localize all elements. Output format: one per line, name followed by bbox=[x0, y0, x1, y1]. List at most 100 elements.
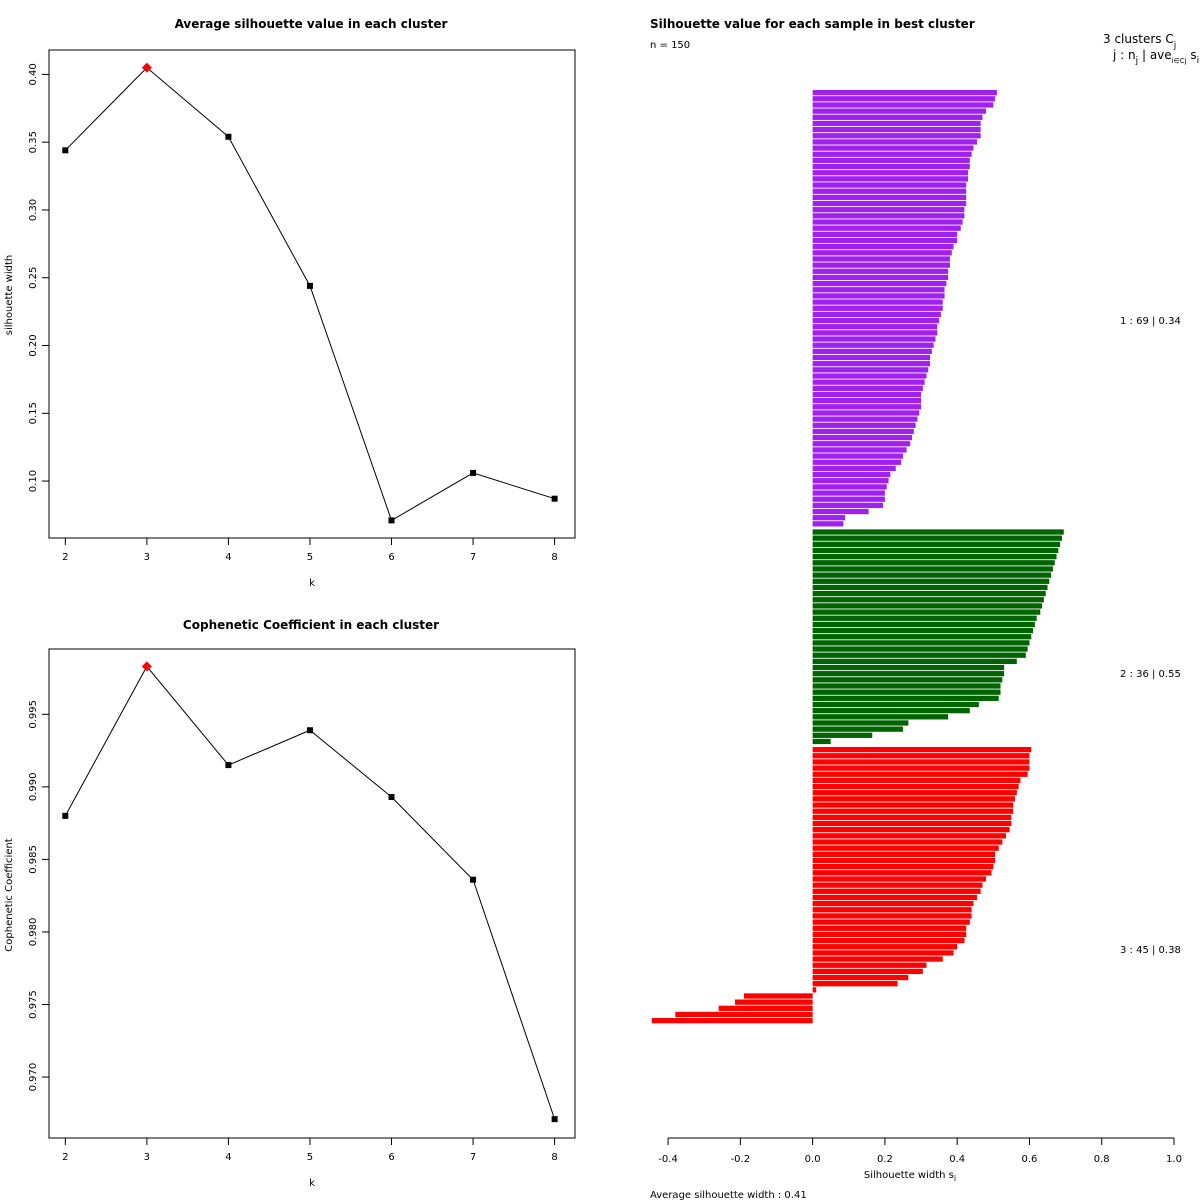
cluster-label: 1 : 69 | 0.34 bbox=[1120, 316, 1181, 327]
plot-frame bbox=[48, 648, 576, 1139]
silhouette-bar bbox=[812, 950, 954, 956]
silhouette-bar bbox=[812, 554, 1057, 560]
silhouette-bar bbox=[812, 876, 987, 882]
series-line bbox=[64, 665, 556, 1120]
silhouette-bar bbox=[812, 572, 1052, 578]
silhouette-bar bbox=[812, 126, 981, 133]
silhouette-bar bbox=[812, 547, 1059, 554]
silhouette-bar bbox=[812, 324, 938, 330]
legend-header-columns: j : nj | avei∈Cj si bbox=[1112, 48, 1199, 66]
silhouette-bar bbox=[812, 410, 920, 416]
silhouette-bar bbox=[812, 634, 1032, 640]
chart-title: Silhouette value for each sample in best… bbox=[650, 17, 975, 31]
silhouette-bar bbox=[812, 200, 967, 207]
y-tick-label: 0.40 bbox=[28, 63, 39, 85]
silhouette-bar bbox=[812, 188, 967, 194]
silhouette-bar bbox=[812, 465, 896, 472]
silhouette-bar bbox=[812, 336, 936, 342]
x-tick-label: 4 bbox=[225, 552, 231, 563]
cophenetic-line-chart: Cophenetic Coefficient in each cluster k… bbox=[4, 618, 576, 1189]
silhouette-bar bbox=[812, 96, 996, 102]
silhouette-bar bbox=[812, 738, 831, 745]
chart-title: Cophenetic Coefficient in each cluster bbox=[183, 618, 439, 632]
x-tick-label: 5 bbox=[307, 1152, 313, 1163]
silhouette-bar bbox=[812, 447, 907, 453]
cluster-label: 3 : 45 | 0.38 bbox=[1120, 945, 1181, 956]
silhouette-bar bbox=[812, 913, 972, 919]
silhouette-bar bbox=[812, 664, 1005, 671]
silhouette-bar bbox=[812, 814, 1012, 821]
silhouette-bar bbox=[812, 987, 817, 993]
y-tick-label: 0.15 bbox=[28, 402, 39, 424]
silhouette-bar bbox=[812, 695, 999, 701]
silhouette-bar bbox=[743, 993, 813, 999]
silhouette-bar bbox=[812, 416, 918, 422]
silhouette-bar bbox=[812, 790, 1017, 796]
silhouette-bar bbox=[812, 484, 887, 490]
chart-title: Average silhouette value in each cluster bbox=[175, 17, 448, 31]
silhouette-bar bbox=[812, 274, 949, 281]
plot-frame bbox=[48, 49, 576, 539]
silhouette-bar bbox=[812, 560, 1055, 566]
silhouette-bar bbox=[812, 250, 952, 256]
legend-header-clusters: 3 clusters Cj bbox=[1103, 32, 1176, 51]
silhouette-bar bbox=[812, 590, 1046, 597]
silhouette-bar bbox=[812, 759, 1030, 765]
silhouette-bar bbox=[812, 114, 983, 120]
silhouette-bar bbox=[812, 139, 978, 145]
silhouette-bar bbox=[812, 802, 1014, 808]
silhouette-bar bbox=[812, 330, 938, 336]
silhouette-bar bbox=[812, 379, 925, 385]
silhouette-bar bbox=[812, 720, 909, 726]
x-tick-label: 0.6 bbox=[1021, 1154, 1037, 1165]
silhouette-bar bbox=[812, 962, 927, 968]
silhouette-bar bbox=[812, 864, 994, 870]
silhouette-bar bbox=[812, 133, 981, 139]
silhouette-bar bbox=[812, 535, 1062, 541]
x-tick-label: 8 bbox=[551, 552, 557, 563]
silhouette-bar bbox=[812, 428, 914, 435]
silhouette-bar bbox=[812, 689, 1001, 695]
data-point bbox=[62, 147, 69, 154]
x-tick-label: -0.2 bbox=[731, 1154, 751, 1165]
silhouette-bar bbox=[812, 219, 963, 225]
silhouette-bar bbox=[812, 714, 949, 720]
silhouette-bar bbox=[812, 640, 1030, 646]
x-tick-label: 5 bbox=[307, 552, 313, 563]
silhouette-bar bbox=[812, 900, 974, 907]
silhouette-bar bbox=[812, 182, 967, 188]
x-tick-label: 2 bbox=[62, 552, 68, 563]
silhouette-bar bbox=[812, 145, 974, 151]
silhouette-bar bbox=[812, 471, 891, 478]
silhouette-bar bbox=[812, 671, 1005, 677]
silhouette-bar bbox=[812, 845, 999, 851]
data-point bbox=[470, 469, 477, 476]
silhouette-bar bbox=[812, 937, 965, 944]
silhouette-bar bbox=[812, 732, 873, 738]
silhouette-bar bbox=[812, 541, 1061, 547]
silhouette-bar bbox=[812, 783, 1019, 790]
silhouette-bar bbox=[812, 658, 1017, 665]
silhouette-bar-chart: Silhouette value for each sample in best… bbox=[650, 17, 1199, 1200]
silhouette-bar bbox=[812, 194, 967, 201]
silhouette-bar bbox=[675, 1011, 813, 1018]
x-axis-label: k bbox=[309, 578, 315, 589]
y-tick-label: 0.980 bbox=[28, 918, 39, 947]
silhouette-bar bbox=[812, 268, 949, 274]
silhouette-bar bbox=[812, 820, 1012, 827]
x-tick-label: 3 bbox=[144, 1152, 150, 1163]
x-tick-label: 0.2 bbox=[877, 1154, 893, 1165]
series-line bbox=[64, 66, 555, 522]
silhouette-bar bbox=[734, 999, 813, 1005]
silhouette-bar bbox=[812, 726, 903, 732]
silhouette-bar bbox=[812, 508, 869, 515]
x-axis-label: Silhouette width si bbox=[864, 1170, 956, 1183]
y-tick-label: 0.10 bbox=[28, 470, 39, 492]
silhouette-bar bbox=[812, 521, 844, 527]
silhouette-bar bbox=[812, 652, 1026, 658]
silhouette-bar bbox=[812, 701, 979, 708]
silhouette-bar bbox=[812, 398, 922, 404]
silhouette-bar bbox=[812, 646, 1028, 652]
silhouette-bar bbox=[812, 391, 922, 398]
